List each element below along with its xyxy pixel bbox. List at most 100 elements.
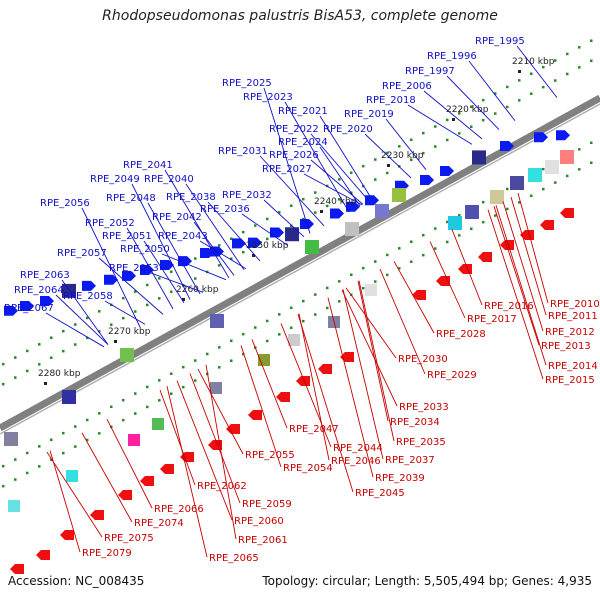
forward-gene-box <box>285 227 299 242</box>
forward-leader-line <box>263 87 311 234</box>
reverse-gene-arrow <box>248 410 262 420</box>
scale-dot <box>194 277 197 280</box>
scale-dot <box>374 280 377 283</box>
reverse-leader-line <box>189 373 241 504</box>
scale-dot <box>566 72 569 76</box>
scale-dot <box>158 379 161 382</box>
scale-dot <box>482 200 485 204</box>
scale-dot <box>314 191 317 194</box>
scale-dot <box>518 99 521 102</box>
scale-dot <box>350 171 353 174</box>
scale-tick-mark <box>387 164 390 167</box>
scale-dot <box>194 359 197 362</box>
scale-dot <box>206 352 209 356</box>
forward-gene-arrow <box>248 237 262 248</box>
scale-dot <box>50 438 53 441</box>
scale-dot <box>98 330 101 333</box>
reverse-gene-label: RPE_2016 <box>484 301 534 312</box>
forward-gene-label: RPE_2063 <box>20 270 70 281</box>
reverse-leader-line <box>298 313 330 461</box>
scale-dot <box>14 458 17 461</box>
scale-dot <box>386 171 389 175</box>
reverse-gene-arrow <box>478 252 492 262</box>
reverse-leader-line <box>345 287 397 359</box>
forward-gene-label: RPE_2067 <box>4 303 54 314</box>
scale-dot <box>146 283 149 287</box>
forward-gene-arrow <box>330 208 344 219</box>
scale-dot <box>446 240 449 244</box>
scale-dot <box>506 85 509 89</box>
reverse-gene-label: RPE_2066 <box>154 504 204 515</box>
scale-dot <box>278 313 281 316</box>
forward-leader-line <box>81 207 141 328</box>
scale-dot <box>530 72 533 75</box>
scale-dot <box>74 425 77 428</box>
forward-gene-arrow <box>420 175 434 185</box>
scale-dot <box>182 365 185 369</box>
reverse-gene-label: RPE_2059 <box>242 499 292 510</box>
forward-gene-arrow <box>500 141 514 151</box>
scale-dot <box>98 412 101 415</box>
scale-dot <box>482 118 485 122</box>
reverse-gene-label: RPE_2033 <box>399 402 449 413</box>
reverse-leader-line <box>159 389 196 486</box>
scale-dot <box>362 286 365 290</box>
forward-gene-label: RPE_2064 <box>14 285 64 296</box>
scale-dot <box>38 465 41 468</box>
scale-dot <box>26 451 29 455</box>
scale-dot <box>542 65 545 69</box>
reverse-leader-line <box>451 229 483 306</box>
reverse-leader-line <box>46 451 103 538</box>
scale-dot <box>290 224 293 227</box>
forward-gene-label: RPE_2048 <box>106 193 156 204</box>
reverse-gene-label: RPE_2079 <box>82 548 132 559</box>
scale-dot <box>290 326 293 329</box>
scale-dot <box>86 418 89 422</box>
forward-gene-arrow <box>346 201 360 212</box>
reverse-leader-line <box>205 364 237 540</box>
scale-dot <box>554 59 557 62</box>
forward-gene-label: RPE_2038 <box>166 192 216 203</box>
scale-dot <box>338 300 341 303</box>
scale-dot <box>122 316 125 320</box>
scale-dot <box>434 125 437 128</box>
forward-gene-arrow <box>556 130 570 141</box>
scale-dot <box>434 247 437 250</box>
reverse-gene-arrow <box>118 490 132 500</box>
forward-gene-arrow <box>178 256 192 267</box>
scale-tick-label: 2210 kbp <box>512 57 555 67</box>
scale-dot <box>506 187 509 191</box>
scale-dot <box>242 230 245 234</box>
scale-dot <box>170 392 173 395</box>
scale-dot <box>110 405 113 408</box>
reverse-gene-arrow <box>36 550 50 560</box>
scale-dot <box>422 253 425 257</box>
forward-leader-line <box>310 133 370 202</box>
forward-gene-label: RPE_2025 <box>222 78 272 89</box>
scale-dot <box>374 158 377 161</box>
gene-feature-box <box>465 205 479 219</box>
forward-gene-label: RPE_2043 <box>158 231 208 242</box>
scale-dot <box>458 234 461 237</box>
scale-tick-mark <box>518 70 521 73</box>
forward-gene-label: RPE_1996 <box>427 51 477 62</box>
scale-dot <box>98 310 101 313</box>
forward-leader-line <box>468 60 516 122</box>
forward-gene-arrow <box>534 132 548 143</box>
scale-tick-label: 2220 kbp <box>446 105 489 115</box>
scale-dot <box>266 217 269 221</box>
gene-feature-box <box>62 390 76 404</box>
scale-dot <box>242 352 245 356</box>
reverse-gene-label: RPE_2034 <box>390 417 440 428</box>
scale-dot <box>566 174 569 178</box>
scale-dot <box>422 233 425 237</box>
scale-dot <box>122 296 125 300</box>
scale-dot <box>410 260 413 263</box>
reverse-gene-label: RPE_2065 <box>209 553 259 564</box>
scale-dot <box>386 151 389 155</box>
forward-gene-arrow <box>140 265 154 275</box>
reverse-leader-line <box>379 268 426 375</box>
gene-feature-box <box>545 160 559 174</box>
gene-feature-box <box>528 168 542 182</box>
